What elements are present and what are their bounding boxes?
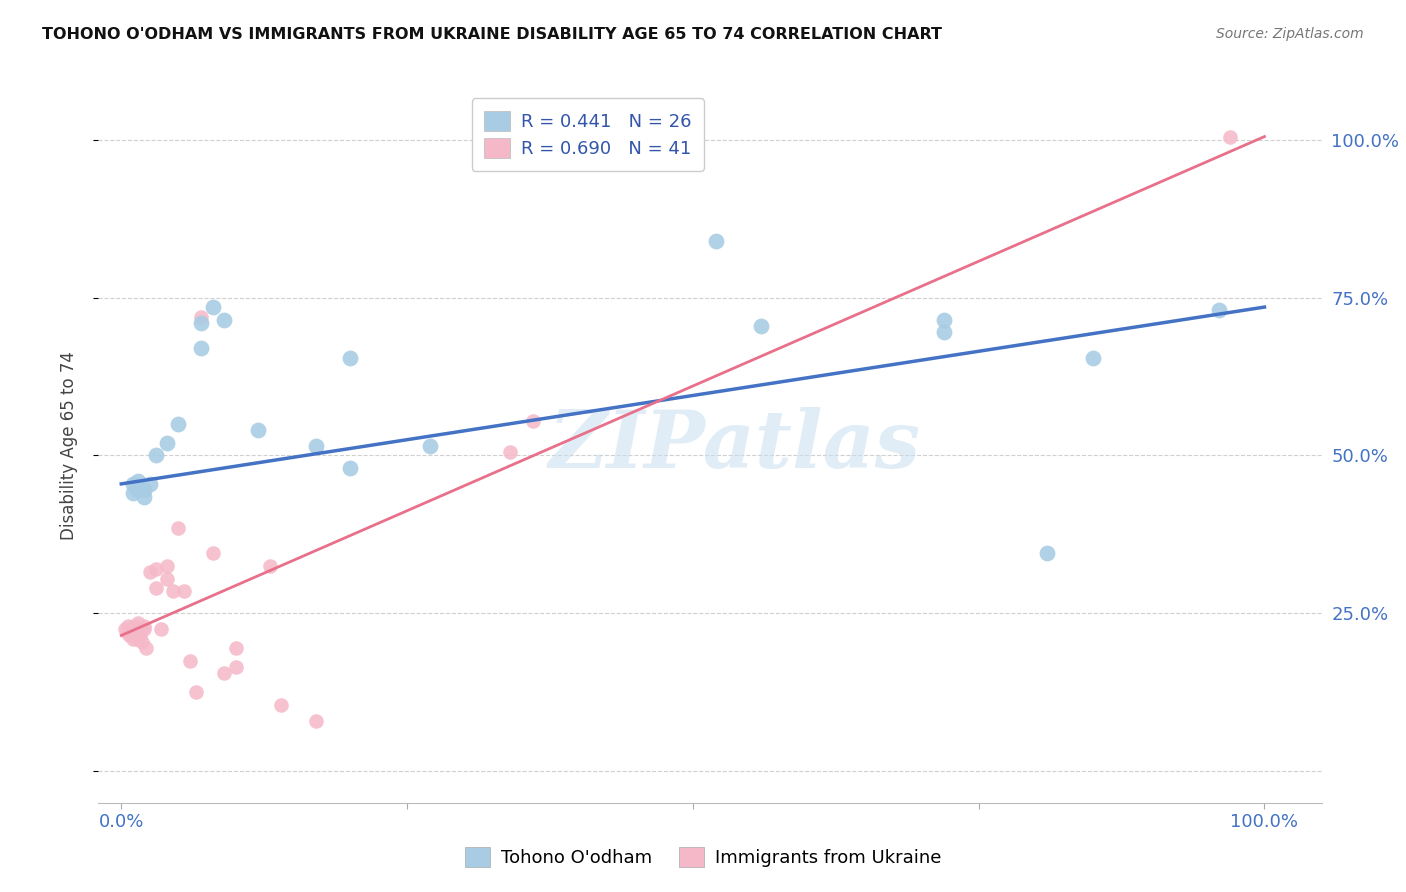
Legend: Tohono O'odham, Immigrants from Ukraine: Tohono O'odham, Immigrants from Ukraine	[457, 839, 949, 874]
Point	[304, 439, 326, 453]
Point	[1036, 546, 1059, 560]
Point	[122, 619, 145, 633]
Text: TOHONO O'ODHAM VS IMMIGRANTS FROM UKRAINE DISABILITY AGE 65 TO 74 CORRELATION CH: TOHONO O'ODHAM VS IMMIGRANTS FROM UKRAIN…	[42, 27, 942, 42]
Point	[131, 634, 153, 648]
Point	[121, 622, 143, 636]
Point	[167, 521, 190, 535]
Point	[304, 714, 326, 728]
Point	[127, 483, 149, 498]
Point	[145, 562, 167, 576]
Point	[118, 628, 141, 642]
Point	[150, 622, 173, 636]
Point	[129, 622, 152, 636]
Point	[115, 625, 138, 640]
Point	[259, 559, 281, 574]
Text: ZIPatlas: ZIPatlas	[548, 408, 921, 484]
Point	[156, 559, 179, 574]
Point	[190, 316, 212, 330]
Point	[212, 666, 235, 681]
Point	[156, 435, 179, 450]
Point	[135, 641, 157, 656]
Point	[184, 685, 207, 699]
Point	[201, 546, 224, 560]
Point	[173, 584, 195, 599]
Point	[121, 476, 143, 491]
Point	[145, 449, 167, 463]
Point	[134, 619, 156, 633]
Point	[201, 300, 224, 314]
Point	[339, 351, 361, 365]
Point	[127, 474, 149, 488]
Point	[1219, 129, 1241, 144]
Point	[247, 423, 270, 437]
Point	[128, 628, 150, 642]
Point	[139, 476, 162, 491]
Point	[270, 698, 292, 712]
Point	[134, 622, 156, 636]
Point	[139, 566, 162, 580]
Point	[934, 312, 956, 326]
Point	[419, 439, 441, 453]
Point	[934, 326, 956, 340]
Point	[114, 622, 136, 636]
Point	[212, 312, 235, 326]
Point	[145, 581, 167, 595]
Point	[117, 619, 139, 633]
Point	[167, 417, 190, 431]
Y-axis label: Disability Age 65 to 74: Disability Age 65 to 74	[59, 351, 77, 541]
Point	[190, 341, 212, 355]
Text: Source: ZipAtlas.com: Source: ZipAtlas.com	[1216, 27, 1364, 41]
Point	[156, 572, 179, 586]
Point	[339, 461, 361, 475]
Point	[225, 641, 247, 656]
Point	[704, 234, 727, 248]
Point	[1081, 351, 1104, 365]
Point	[190, 310, 212, 324]
Point	[121, 632, 143, 646]
Point	[121, 622, 143, 636]
Point	[134, 483, 156, 498]
Point	[1208, 303, 1230, 318]
Point	[120, 625, 142, 640]
Point	[125, 622, 148, 636]
Point	[134, 490, 156, 504]
Point	[127, 632, 149, 646]
Point	[127, 615, 149, 630]
Point	[522, 414, 544, 428]
Point	[121, 486, 143, 500]
Legend: R = 0.441   N = 26, R = 0.690   N = 41: R = 0.441 N = 26, R = 0.690 N = 41	[472, 98, 703, 170]
Point	[499, 445, 522, 459]
Point	[751, 318, 773, 333]
Point	[162, 584, 184, 599]
Point	[179, 654, 201, 668]
Point	[124, 625, 146, 640]
Point	[225, 660, 247, 674]
